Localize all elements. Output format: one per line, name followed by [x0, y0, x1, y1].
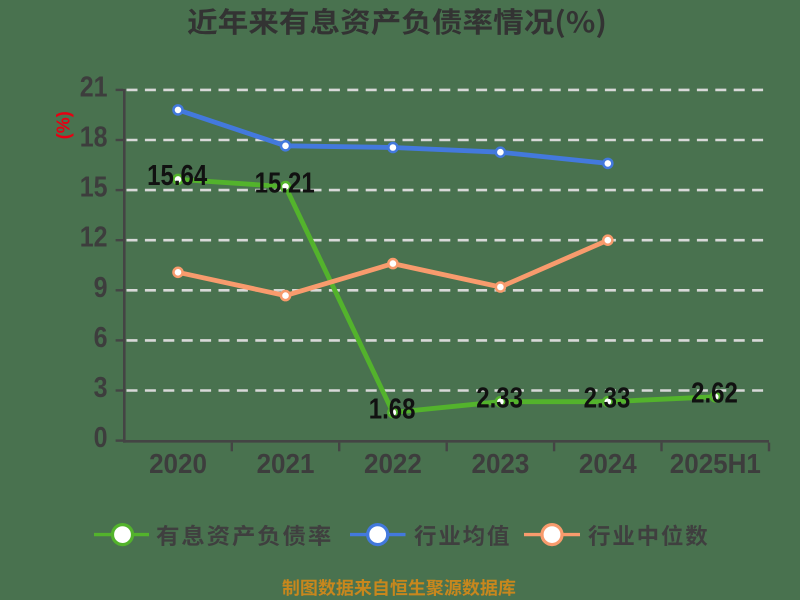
- svg-text:12: 12: [80, 221, 108, 253]
- svg-text:15.64: 15.64: [147, 159, 207, 191]
- svg-text:0: 0: [94, 422, 108, 454]
- svg-text:18: 18: [80, 121, 108, 153]
- svg-text:2024: 2024: [579, 448, 637, 479]
- svg-text:9: 9: [94, 271, 108, 303]
- svg-text:2022: 2022: [364, 448, 422, 479]
- svg-text:2.33: 2.33: [584, 382, 631, 414]
- svg-text:2020: 2020: [149, 448, 207, 479]
- svg-text:15: 15: [80, 171, 108, 203]
- svg-text:21: 21: [80, 71, 108, 103]
- svg-text:2023: 2023: [471, 448, 529, 479]
- svg-text:2021: 2021: [257, 448, 315, 479]
- svg-text:2.62: 2.62: [691, 377, 738, 409]
- svg-text:3: 3: [94, 372, 108, 404]
- svg-text:1.68: 1.68: [369, 392, 416, 424]
- svg-text:6: 6: [94, 321, 108, 353]
- svg-text:2.33: 2.33: [476, 382, 523, 414]
- svg-text:15.21: 15.21: [255, 167, 315, 199]
- svg-text:(%): (%): [54, 111, 74, 139]
- svg-text:2025H1: 2025H1: [670, 448, 761, 479]
